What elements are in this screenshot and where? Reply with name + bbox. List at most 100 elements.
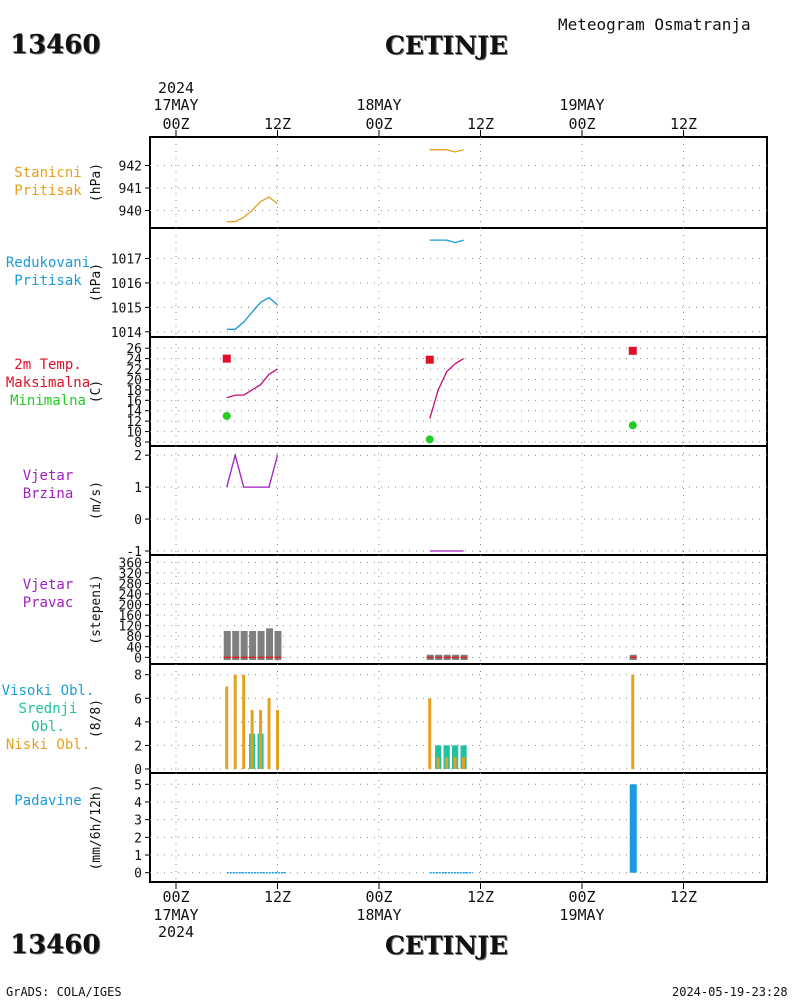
top-time-label: 12Z: [467, 115, 494, 133]
cloud-bar: [233, 674, 237, 769]
render-timestamp: 2024-05-19-23:28: [672, 985, 788, 999]
padavine-ytick-label: 3: [134, 814, 142, 829]
temperatura-label-line: 2m Temp.: [14, 357, 82, 373]
oblacnost-ytick-label: 4: [134, 716, 142, 731]
temperatura-ytick-label: 26: [126, 342, 142, 357]
temperatura-ytick-label: 20: [126, 373, 142, 388]
bottom-time-label: 12Z: [264, 888, 291, 906]
tmin-marker: [222, 411, 231, 420]
station-name-top: CETINJE: [385, 31, 508, 60]
bottom-date-label: 17MAY: [153, 906, 198, 924]
oblacnost-ytick-label: 2: [134, 739, 142, 754]
bottom-date-label: 18MAY: [356, 906, 401, 924]
redukovani-pritisak-ytick-label: 1016: [111, 277, 142, 292]
stanicni-pritisak-ylabel: (hPa): [89, 163, 104, 202]
station-id-top: 13460: [10, 30, 101, 60]
vjetar-pravac-ytick-label: 40: [126, 641, 142, 656]
vjetar-brzina-label-line: Brzina: [22, 486, 74, 502]
cloud-bar: [445, 757, 449, 769]
stanicni-pritisak-series-line: [429, 149, 464, 153]
oblacnost-ylabel: (8/8): [89, 699, 104, 738]
bottom-time-label: 00Z: [568, 888, 595, 906]
oblacnost-ytick-label: 8: [134, 669, 142, 684]
vjetar-brzina-ytick-label: 0: [134, 513, 142, 528]
vjetar-pravac-ytick-label: 200: [119, 599, 142, 614]
vjetar-brzina-label-line: Vjetar: [22, 468, 74, 484]
vjetar-pravac-ytick-label: 320: [119, 567, 142, 582]
vjetar-pravac-label-line: Vjetar: [22, 577, 74, 593]
top-time-label: 00Z: [162, 115, 189, 133]
vjetar-pravac-ytick-label: 160: [119, 609, 142, 624]
vjetar-brzina-label: Vjetar Brzina: [0, 467, 98, 503]
redukovani-pritisak-label-line: Redukovani: [5, 255, 91, 271]
temperatura-series-line: [429, 358, 464, 419]
bottom-time-label: 00Z: [162, 888, 189, 906]
vjetar-brzina-series-line: [226, 452, 279, 488]
stanicni-pritisak-ytick-label: 941: [119, 182, 142, 197]
vjetar-brzina-frame: [149, 445, 768, 556]
tmin-marker: [425, 435, 434, 444]
precip-bar: [629, 784, 637, 873]
tmax-marker: [425, 355, 434, 364]
temperatura-ytick-label: 18: [126, 384, 142, 399]
redukovani-pritisak-ylabel: (hPa): [89, 263, 104, 302]
redukovani-pritisak-ytick-label: 1014: [111, 326, 142, 341]
padavine-ylabel: (mm/6h/12h): [89, 784, 104, 870]
top-time-label: 12Z: [670, 115, 697, 133]
temperatura-label-line: Minimalna: [10, 393, 86, 409]
bottom-time-label: 12Z: [467, 888, 494, 906]
redukovani-pritisak-label-line: Pritisak: [14, 273, 82, 289]
vjetar-pravac-ytick-label: 360: [119, 556, 142, 571]
stanicni-pritisak-label: Stanicni Pritisak: [0, 164, 98, 200]
cloud-bar: [428, 698, 432, 769]
vjetar-brzina-ytick-label: -1: [126, 545, 142, 560]
vjetar-brzina-ytick-label: 1: [134, 481, 142, 496]
vjetar-brzina-ytick-label: 2: [134, 449, 142, 464]
stanicni-pritisak-label-line: Pritisak: [14, 183, 82, 199]
bottom-time-label: 12Z: [670, 888, 697, 906]
top-date-label: 17MAY: [153, 96, 198, 114]
temperatura-ytick-label: 14: [126, 405, 142, 420]
tmax-marker: [222, 354, 231, 363]
temperatura-series-line: [226, 368, 278, 399]
vjetar-pravac-ytick-label: 240: [119, 588, 142, 603]
top-date-label: 18MAY: [356, 96, 401, 114]
padavine-ytick-label: 1: [134, 849, 142, 864]
temperatura-ylabel: (C): [89, 380, 104, 403]
cloud-bar: [276, 710, 279, 769]
oblacnost-label-line: Niski Obl.: [5, 737, 91, 753]
stanicni-pritisak-ytick-label: 940: [119, 205, 142, 220]
vjetar-pravac-label: Vjetar Pravac: [0, 576, 98, 612]
cloud-bar: [631, 674, 635, 769]
top-date-label: 19MAY: [559, 96, 604, 114]
station-id-bottom: 13460: [10, 930, 101, 960]
temperatura-ytick-label: 22: [126, 363, 142, 378]
oblacnost-label-line: Visoki Obl.: [1, 683, 95, 699]
wind-dir-bar: [266, 628, 274, 660]
top-year-label: 2024: [158, 79, 194, 97]
padavine-label-line: Padavine: [14, 793, 82, 809]
temperatura-ytick-label: 16: [126, 394, 142, 409]
top-time-label: 00Z: [568, 115, 595, 133]
wind-dir-bar: [257, 630, 265, 660]
redukovani-pritisak-ytick-label: 1017: [111, 252, 142, 267]
bottom-year-label: 2024: [158, 923, 194, 941]
temperatura-label-line: Maksimalna: [5, 375, 91, 391]
meteogram-subtitle: Meteogram Osmatranja: [558, 15, 751, 34]
top-time-label: 00Z: [365, 115, 392, 133]
oblacnost-label-line: Srednji Obl.: [18, 701, 78, 735]
vjetar-pravac-label-line: Pravac: [22, 595, 74, 611]
tmax-marker: [628, 346, 637, 355]
cloud-bar: [436, 757, 440, 769]
cloud-bar: [453, 757, 457, 769]
vjetar-pravac-ytick-label: 120: [119, 620, 142, 635]
padavine-ytick-label: 5: [134, 778, 142, 793]
cloud-bar: [259, 710, 263, 769]
cloud-bar: [242, 674, 246, 769]
redukovani-pritisak-ytick-label: 1015: [111, 301, 142, 316]
wind-dir-bar: [274, 630, 282, 660]
stanicni-pritisak-ytick-label: 942: [119, 160, 142, 175]
vjetar-pravac-ytick-label: 280: [119, 577, 142, 592]
bottom-time-label: 00Z: [365, 888, 392, 906]
